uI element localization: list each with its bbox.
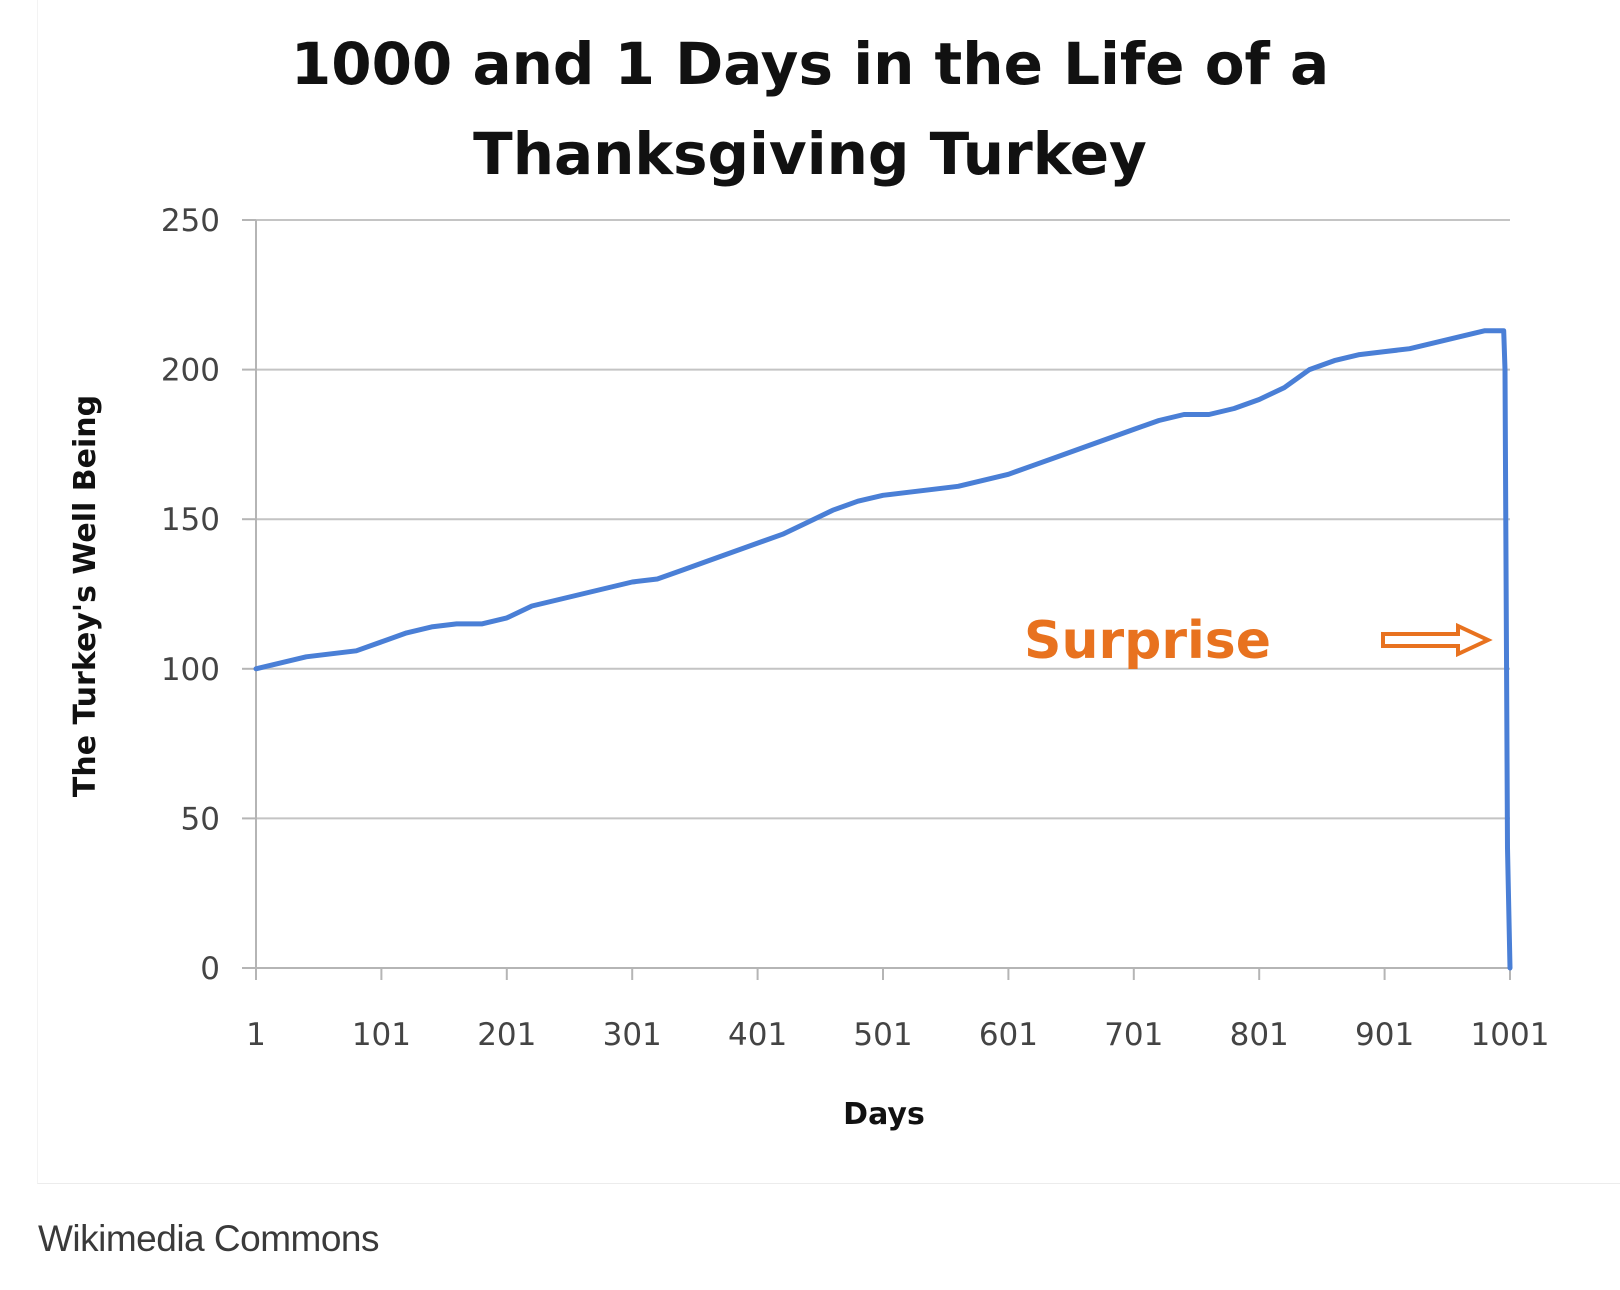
- x-tick-label: 501: [853, 1017, 912, 1053]
- y-tick-label: 200: [161, 353, 220, 389]
- surprise-arrow-icon: [1381, 622, 1493, 658]
- chart-figure: 1000 and 1 Days in the Life of a Thanksg…: [37, 0, 1620, 1184]
- y-tick-label: 0: [200, 951, 220, 987]
- x-axis-label: Days: [843, 1097, 925, 1132]
- x-tick-label: 601: [979, 1017, 1038, 1053]
- y-axis-tick-labels: 0 50 100 150 200 250: [161, 203, 220, 987]
- y-tick-label: 250: [161, 203, 220, 239]
- y-tick-label: 50: [181, 801, 220, 837]
- y-axis-label: The Turkey's Well Being: [68, 395, 103, 797]
- chart-title-line-1: 1000 and 1 Days in the Life of a: [291, 30, 1329, 98]
- surprise-annotation: Surprise: [1024, 611, 1271, 671]
- x-tick-label: 1: [246, 1017, 266, 1053]
- x-tick-label: 301: [603, 1017, 662, 1053]
- x-tick-label: 401: [728, 1017, 787, 1053]
- image-credit-caption: Wikimedia Commons: [38, 1218, 380, 1259]
- line-chart: 1000 and 1 Days in the Life of a Thanksg…: [68, 30, 1549, 1132]
- x-tick-label: 901: [1355, 1017, 1414, 1053]
- series-layer: [253, 328, 1513, 971]
- y-tick-label: 150: [161, 502, 220, 538]
- axes: [242, 219, 1511, 980]
- chart-title-line-2: Thanksgiving Turkey: [473, 120, 1147, 188]
- y-tick-label: 100: [161, 652, 220, 688]
- x-tick-label: 1001: [1471, 1017, 1550, 1053]
- series-line-0: [253, 328, 1513, 971]
- arrow-shape: [1381, 622, 1493, 658]
- x-tick-label: 101: [352, 1017, 411, 1053]
- gridlines: [256, 219, 1510, 820]
- x-tick-label: 701: [1104, 1017, 1163, 1053]
- x-tick-label: 201: [477, 1017, 536, 1053]
- x-axis-tick-labels: 1 101 201 301 401 501 601 701 801 901 1001: [246, 1017, 1549, 1053]
- x-tick-label: 801: [1230, 1017, 1289, 1053]
